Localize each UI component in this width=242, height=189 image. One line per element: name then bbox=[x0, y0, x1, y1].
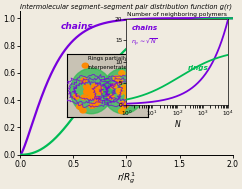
Text: chains: chains bbox=[61, 22, 93, 31]
Text: rings: rings bbox=[110, 73, 136, 82]
Title: Intermolecular segment–segment pair distribution function g(r): Intermolecular segment–segment pair dist… bbox=[21, 3, 233, 10]
X-axis label: $r/R_g^1$: $r/R_g^1$ bbox=[117, 170, 136, 186]
